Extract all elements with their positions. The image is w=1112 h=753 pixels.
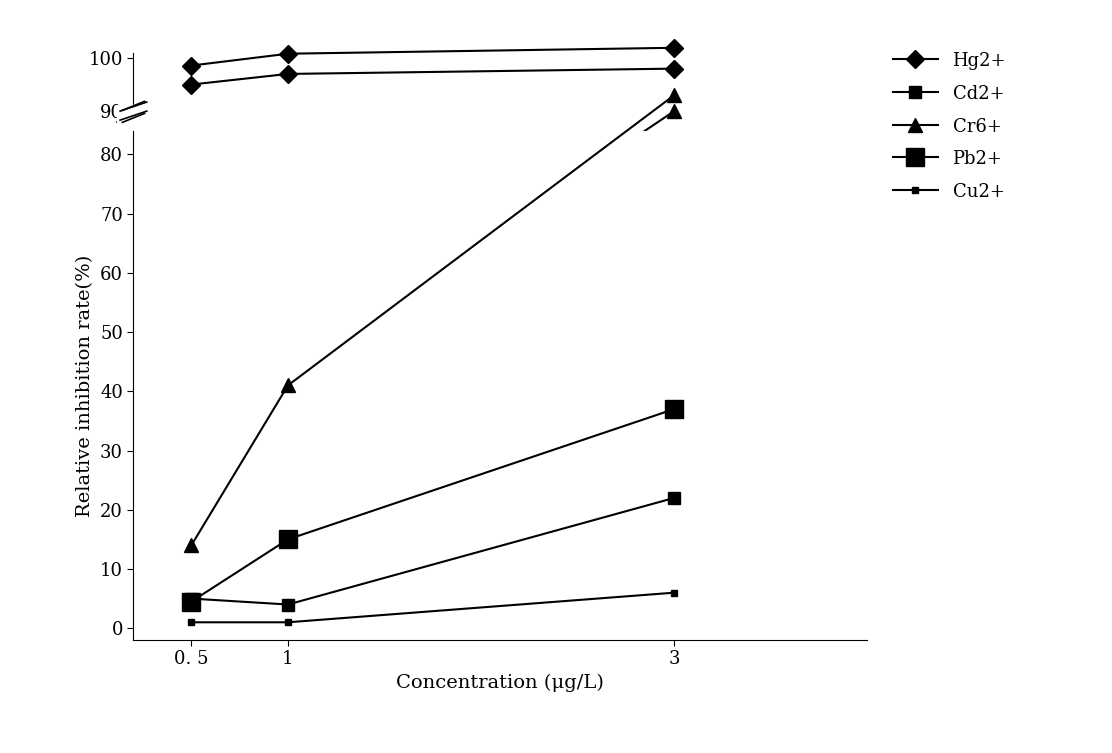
Y-axis label: Relative inhibition rate(%): Relative inhibition rate(%) xyxy=(77,255,95,517)
X-axis label: Concentration (μg/L): Concentration (μg/L) xyxy=(397,674,604,692)
Legend: Hg2+, Cd2+, Cr6+, Pb2+, Cu2+: Hg2+, Cd2+, Cr6+, Pb2+, Cu2+ xyxy=(887,47,1012,206)
